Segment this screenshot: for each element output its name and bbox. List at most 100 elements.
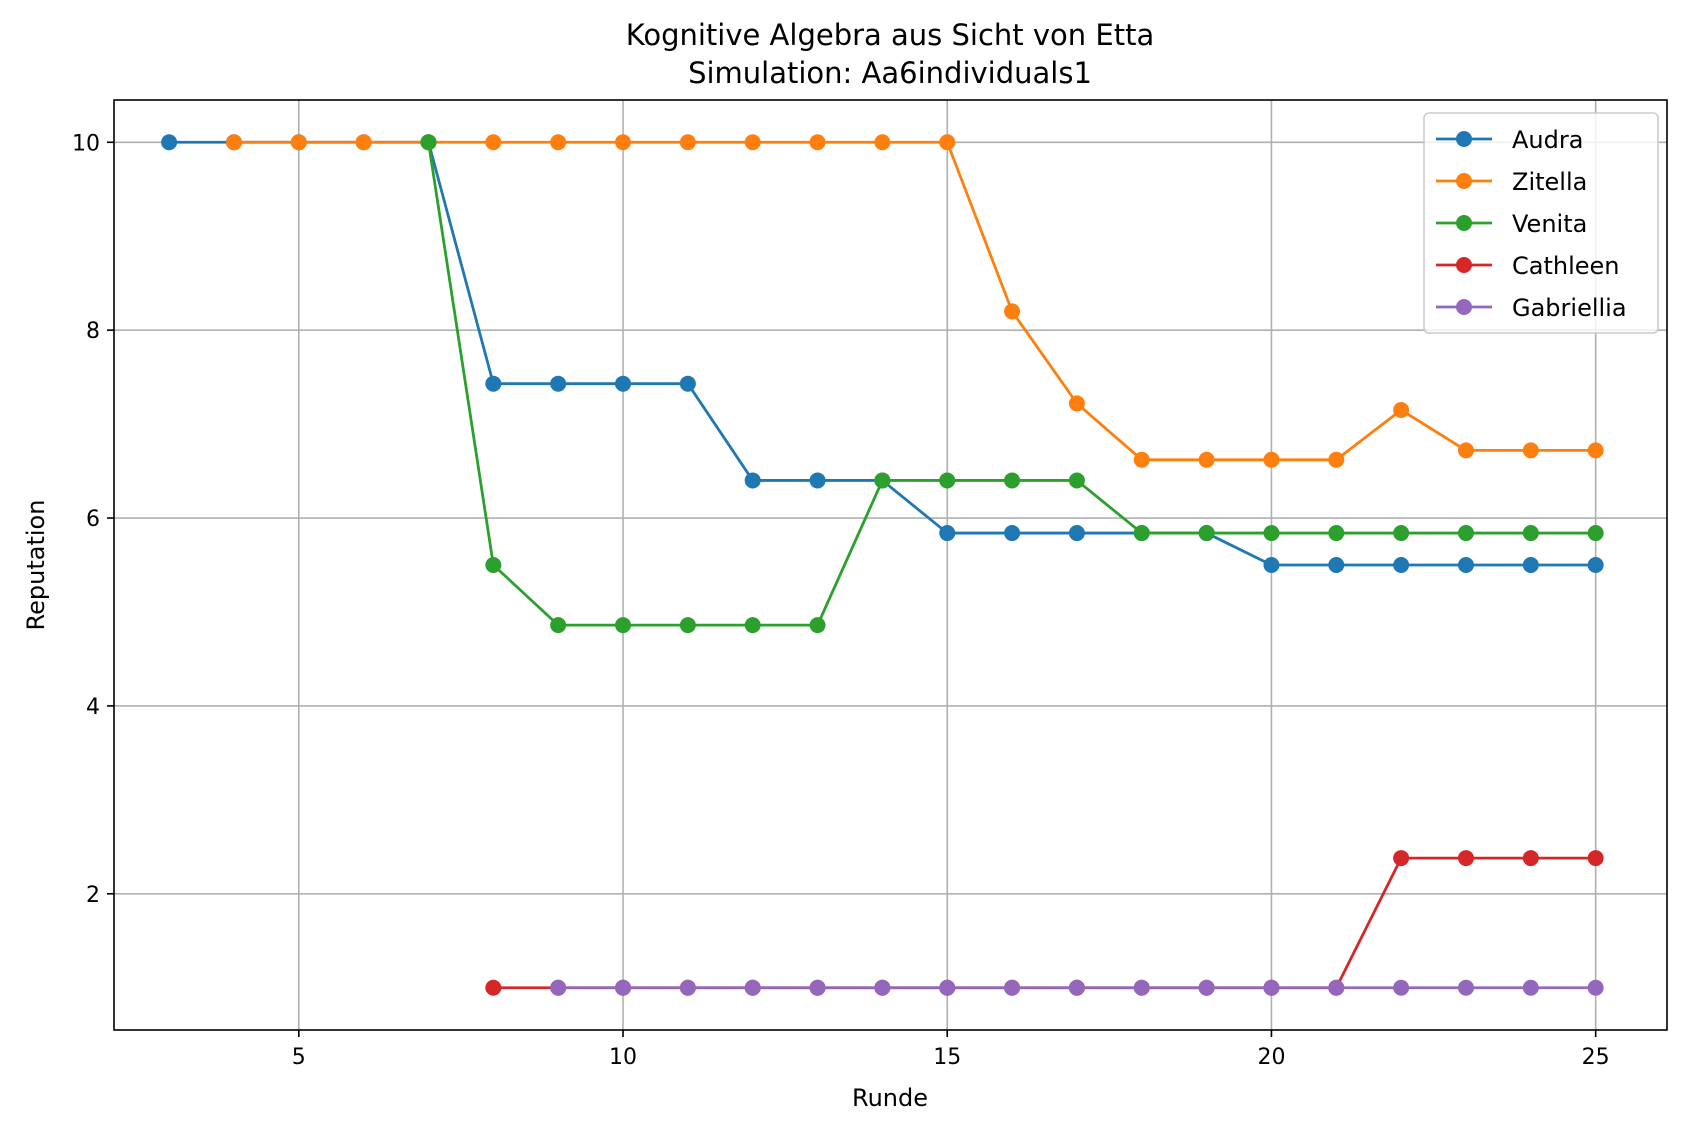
data-point — [744, 134, 761, 151]
data-point — [1263, 557, 1280, 573]
data-point — [1522, 850, 1539, 867]
y-axis: 2 4 6 8 10 — [72, 131, 114, 908]
data-point — [485, 375, 502, 392]
data-point — [874, 979, 891, 996]
data-point — [1522, 442, 1539, 459]
data-point — [744, 617, 761, 634]
legend-marker — [1456, 299, 1472, 315]
data-point — [615, 979, 632, 996]
data-point — [1457, 442, 1474, 459]
x-axis-label: Runde — [852, 1084, 928, 1112]
data-point — [1004, 472, 1021, 489]
data-point — [1198, 979, 1215, 996]
data-point — [355, 134, 372, 151]
data-point — [809, 617, 826, 634]
legend-item: Venita — [1436, 210, 1587, 238]
legend-label: Zitella — [1512, 168, 1587, 196]
data-point — [809, 134, 826, 151]
x-tick-label: 15 — [933, 1045, 961, 1070]
data-point — [550, 979, 567, 996]
data-point — [679, 375, 696, 392]
legend-marker — [1456, 173, 1472, 189]
data-point — [225, 134, 242, 151]
series-line — [233, 140, 1596, 462]
data-point — [1393, 557, 1410, 573]
y-tick-label: 4 — [86, 695, 100, 720]
data-point — [290, 134, 307, 151]
data-point — [1522, 525, 1539, 542]
data-point — [615, 375, 632, 392]
data-point — [550, 375, 567, 392]
data-point — [1587, 850, 1604, 867]
data-point — [1587, 442, 1604, 459]
legend: Audra Zitella Venita Cathleen Gabriellia — [1423, 112, 1659, 334]
y-tick-label: 6 — [86, 507, 100, 532]
data-point — [550, 617, 567, 634]
y-tick-label: 8 — [86, 319, 100, 344]
data-point — [809, 979, 826, 996]
y-axis-label: Reputation — [22, 500, 50, 631]
data-point — [420, 134, 437, 151]
data-point — [1004, 303, 1021, 320]
chart-subtitle: Simulation: Aa6individuals1 — [688, 56, 1092, 90]
legend-item: Zitella — [1436, 168, 1587, 196]
data-point — [874, 472, 891, 489]
data-point — [809, 472, 826, 489]
legend-item: Audra — [1436, 126, 1583, 154]
data-point — [485, 979, 502, 996]
series-gabriellia — [550, 979, 1604, 996]
legend-marker — [1456, 215, 1472, 231]
data-point — [1133, 451, 1150, 468]
data-point — [1263, 979, 1280, 996]
legend-label: Venita — [1512, 210, 1587, 238]
y-tick-label: 2 — [86, 883, 100, 908]
legend-marker — [1456, 257, 1472, 273]
data-point — [1068, 472, 1085, 489]
data-point — [1263, 525, 1280, 542]
data-point — [1068, 525, 1085, 542]
data-point — [1328, 525, 1345, 542]
data-point — [1393, 402, 1410, 418]
data-point — [1457, 557, 1474, 573]
data-point — [615, 617, 632, 634]
data-point — [1004, 525, 1021, 542]
series-zitella — [225, 134, 1604, 468]
data-point — [1457, 850, 1474, 867]
legend-label: Gabriellia — [1512, 294, 1627, 322]
data-point — [1328, 451, 1345, 468]
data-point — [485, 557, 502, 573]
data-point — [1133, 979, 1150, 996]
chart-title: Kognitive Algebra aus Sicht von Etta — [626, 18, 1154, 52]
data-point — [1393, 850, 1410, 867]
x-tick-label: 25 — [1582, 1045, 1610, 1070]
series-layer — [161, 134, 1604, 996]
legend-label: Cathleen — [1512, 252, 1620, 280]
data-point — [679, 617, 696, 634]
data-point — [1068, 979, 1085, 996]
data-point — [1522, 979, 1539, 996]
data-point — [1457, 525, 1474, 542]
data-point — [1328, 557, 1345, 573]
y-tick-label: 10 — [72, 131, 100, 156]
legend-item: Gabriellia — [1436, 294, 1627, 322]
data-point — [1587, 525, 1604, 542]
legend-box — [1423, 112, 1659, 334]
data-point — [1068, 395, 1085, 412]
x-axis: 5 10 15 20 25 — [292, 1030, 1610, 1070]
data-point — [679, 134, 696, 151]
data-point — [1522, 557, 1539, 573]
data-point — [1198, 525, 1215, 542]
data-point — [874, 134, 891, 151]
plot-frame — [113, 99, 1668, 1031]
data-point — [1263, 451, 1280, 468]
x-tick-label: 10 — [609, 1045, 637, 1070]
data-point — [550, 134, 567, 151]
data-point — [161, 134, 178, 151]
data-point — [485, 134, 502, 151]
data-point — [1004, 979, 1021, 996]
data-point — [615, 134, 632, 151]
data-point — [939, 979, 956, 996]
data-point — [1587, 557, 1604, 573]
data-point — [744, 472, 761, 489]
